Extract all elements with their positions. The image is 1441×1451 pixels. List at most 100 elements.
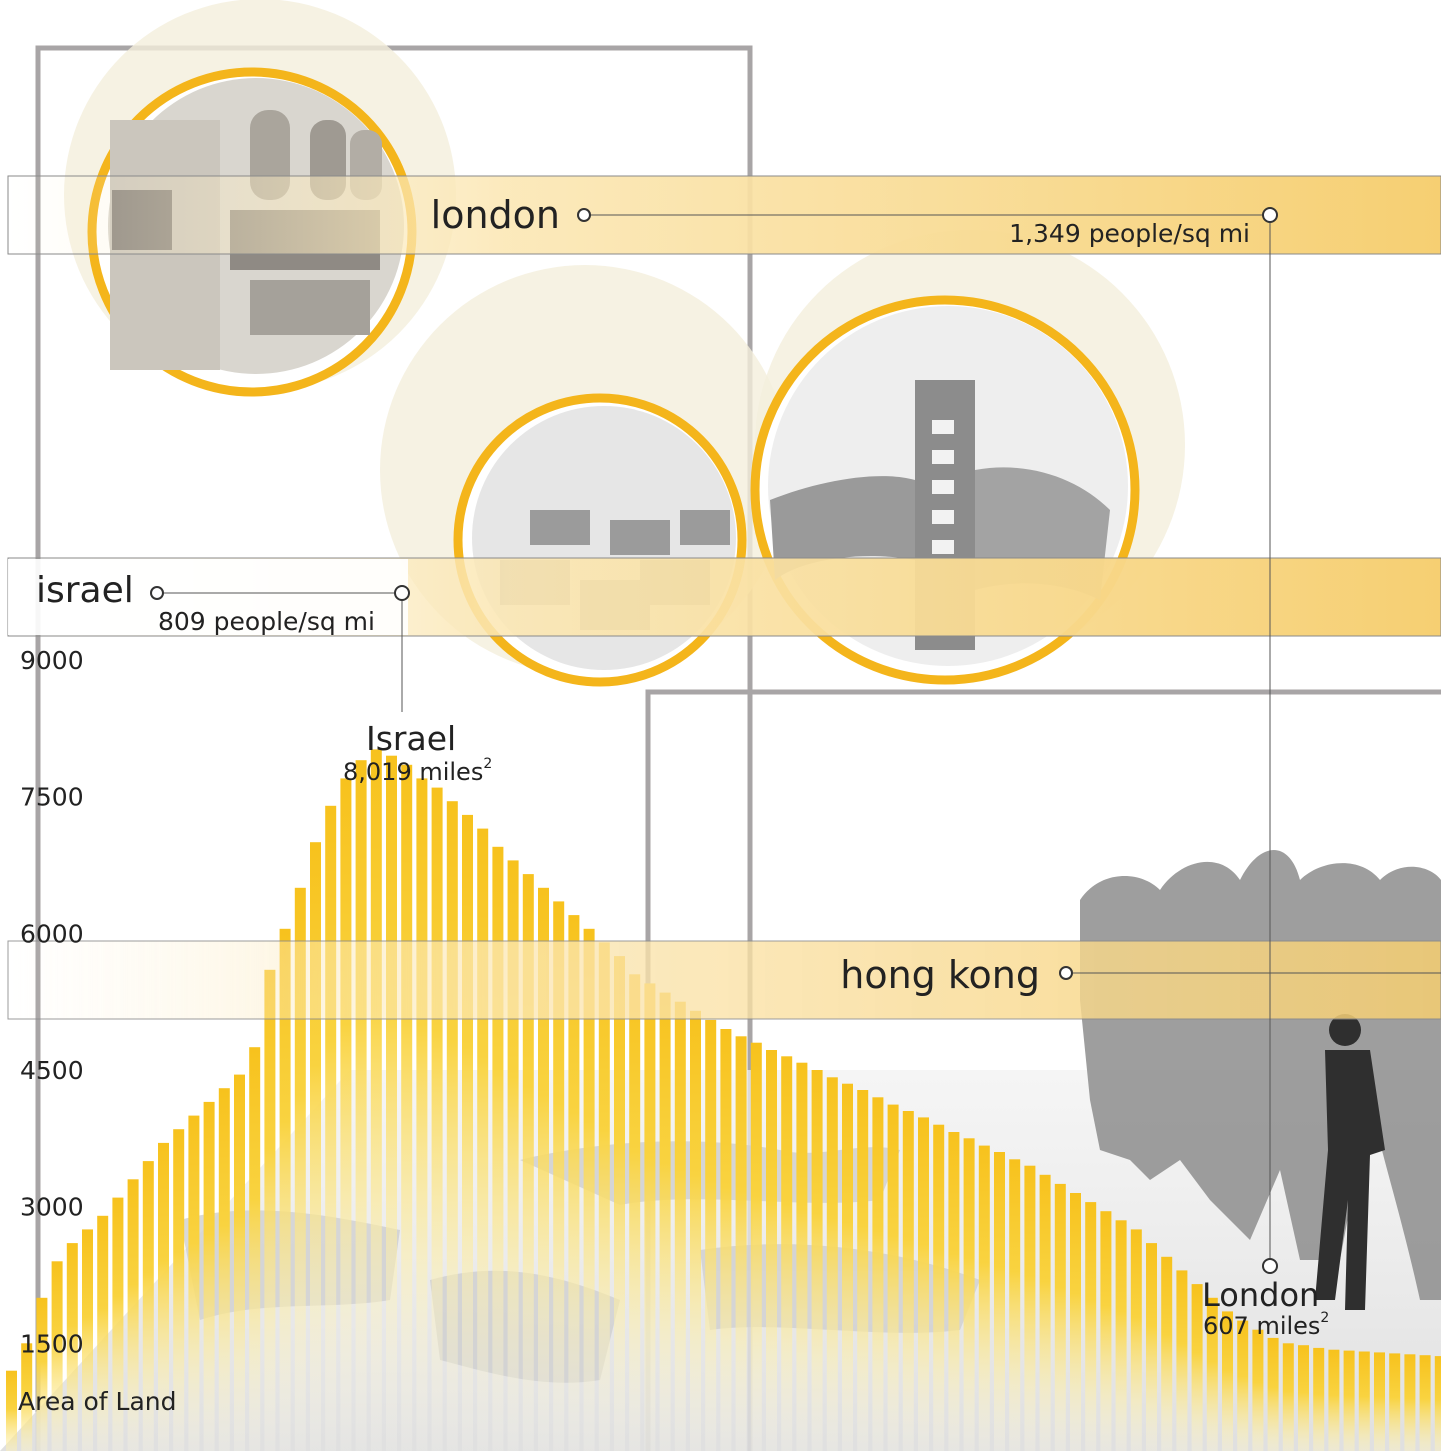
bar-51: [781, 1056, 793, 1451]
bar-61: [933, 1124, 945, 1451]
bar-30: [462, 814, 473, 1451]
bar-32: [492, 846, 504, 1451]
bar-68: [1039, 1174, 1051, 1451]
bar-2: [36, 1297, 48, 1451]
bar-15: [234, 1074, 245, 1451]
walking-man: [1315, 1014, 1385, 1310]
bar-4: [66, 1243, 78, 1451]
bar-86: [1313, 1347, 1325, 1451]
bar-69: [1054, 1183, 1066, 1451]
bar-66: [1009, 1159, 1021, 1451]
peak-label-israel-area-text: 8,019 miles: [343, 758, 483, 786]
bar-43: [659, 992, 671, 1451]
bar-3: [51, 1261, 63, 1451]
node-london-start: [577, 208, 591, 222]
bar-11: [173, 1129, 185, 1451]
bar-19: [294, 887, 306, 1451]
bar-52: [796, 1062, 808, 1451]
band-label-hongkong: hong kong: [840, 953, 1040, 997]
bar-62: [948, 1132, 960, 1451]
node-london-end: [1262, 207, 1278, 223]
bar-74: [1130, 1229, 1142, 1451]
bar-41: [629, 974, 641, 1451]
bar-27: [416, 778, 428, 1451]
peak-label-london-sup: 2: [1320, 1310, 1329, 1326]
bar-48: [735, 1036, 747, 1451]
bar-67: [1024, 1165, 1036, 1451]
bar-77: [1176, 1270, 1188, 1451]
bar-79: [1206, 1297, 1218, 1451]
bar-6: [97, 1215, 109, 1451]
bar-76: [1161, 1256, 1173, 1451]
bar-70: [1070, 1193, 1081, 1451]
bar-33: [507, 860, 519, 1451]
bar-85: [1298, 1345, 1309, 1451]
bar-81: [1237, 1320, 1249, 1451]
band-label-israel: israel: [36, 570, 134, 611]
peak-label-israel-area: 8,019 miles2: [343, 756, 492, 786]
bar-17: [264, 969, 276, 1451]
bar-93: [1419, 1355, 1431, 1451]
bar-56: [857, 1090, 869, 1451]
bar-54: [826, 1077, 838, 1451]
y-tick-4500: 4500: [20, 1056, 84, 1085]
bar-23: [355, 760, 367, 1451]
bar-25: [386, 755, 397, 1451]
bar-22: [340, 778, 352, 1451]
bar-64: [978, 1145, 990, 1451]
bar-72: [1100, 1211, 1112, 1451]
bar-89: [1358, 1351, 1370, 1451]
node-hongkong-start: [1059, 966, 1073, 980]
bar-57: [872, 1097, 884, 1451]
bar-39: [598, 942, 610, 1451]
bar-34: [522, 874, 534, 1451]
bar-50: [766, 1050, 777, 1451]
bar-73: [1115, 1220, 1127, 1451]
bar-94: [1434, 1356, 1441, 1451]
bar-37: [568, 915, 580, 1451]
bar-87: [1328, 1349, 1340, 1451]
bar-58: [887, 1104, 899, 1451]
bar-7: [112, 1197, 124, 1451]
bar-24: [370, 749, 382, 1451]
bar-65: [994, 1152, 1005, 1451]
bar-35: [538, 887, 549, 1451]
bar-63: [963, 1138, 975, 1451]
bar-59: [902, 1111, 914, 1451]
bar-18: [279, 928, 291, 1451]
peak-label-london-name: London: [1202, 1276, 1319, 1314]
leader-nodes: [150, 207, 1278, 1274]
bar-46: [705, 1019, 717, 1451]
bar-45: [690, 1010, 701, 1451]
bar-20: [310, 842, 321, 1451]
bar-38: [583, 928, 595, 1451]
bar-36: [553, 901, 565, 1451]
peak-label-israel-sup: 2: [483, 756, 492, 772]
bar-92: [1404, 1354, 1416, 1451]
bar-55: [842, 1083, 853, 1451]
bar-78: [1191, 1284, 1203, 1451]
band-value-london: 1,349 people/sq mi: [1009, 219, 1250, 248]
peak-label-israel-name: Israel: [366, 719, 456, 758]
bar-75: [1146, 1243, 1157, 1451]
bar-44: [674, 1001, 686, 1451]
y-tick-3000: 3000: [20, 1193, 84, 1222]
y-tick-7500: 7500: [20, 783, 84, 812]
bar-90: [1374, 1352, 1385, 1451]
bar-60: [918, 1117, 929, 1451]
node-israel-start: [150, 586, 164, 600]
bar-0: [6, 1370, 17, 1451]
band-israel: [7, 557, 1441, 637]
bar-1: [21, 1343, 33, 1451]
bar-10: [158, 1142, 169, 1451]
bar-26: [401, 764, 413, 1451]
bar-8: [127, 1179, 139, 1451]
peak-label-london-area: 607 miles2: [1203, 1310, 1329, 1340]
band-hongkong: [7, 940, 1441, 1020]
bar-84: [1282, 1343, 1294, 1451]
bar-82: [1252, 1329, 1264, 1451]
bar-71: [1085, 1202, 1097, 1451]
frame-left: [35, 45, 753, 1451]
band-label-london: london: [431, 193, 560, 237]
bar-88: [1343, 1350, 1355, 1451]
